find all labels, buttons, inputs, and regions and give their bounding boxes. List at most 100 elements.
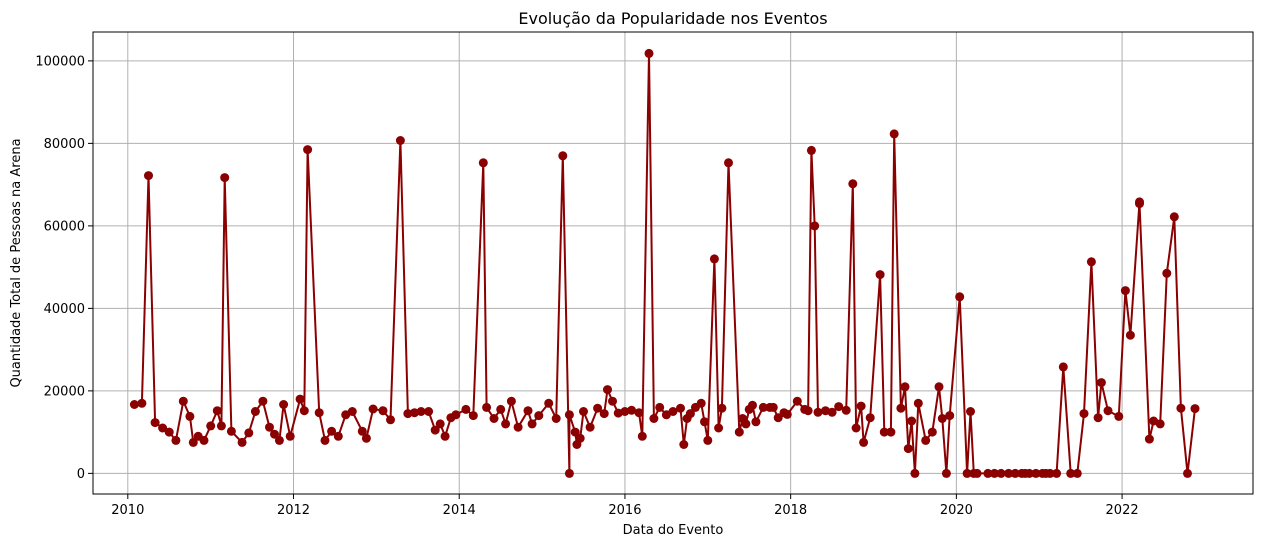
y-axis-ticks: 0 20000 40000 60000 80000 100000: [35, 54, 93, 482]
data-point: [703, 435, 713, 445]
data-point: [435, 419, 445, 429]
data-point: [608, 396, 617, 406]
data-point: [188, 437, 198, 447]
data-point: [279, 400, 289, 409]
data-point: [137, 398, 147, 408]
data-point: [599, 409, 609, 419]
data-point: [527, 419, 537, 429]
data-point: [834, 402, 844, 412]
data-point: [649, 414, 659, 423]
data-point: [451, 410, 461, 420]
data-point: [185, 411, 195, 421]
data-point: [564, 410, 574, 420]
x-tick-label: 2022: [1106, 503, 1139, 518]
data-point: [299, 406, 309, 416]
data-point: [416, 407, 426, 416]
data-point: [274, 435, 284, 445]
data-point: [506, 396, 516, 406]
data-point: [841, 405, 851, 415]
data-point: [782, 409, 792, 419]
data-point: [748, 400, 757, 410]
data-point: [927, 427, 937, 437]
data-point: [216, 421, 226, 431]
x-tick-label: 2014: [443, 503, 476, 518]
data-point: [551, 414, 561, 423]
data-point: [1031, 468, 1041, 478]
data-point: [1066, 468, 1076, 478]
data-point: [258, 396, 268, 406]
data-point: [164, 427, 174, 437]
data-point: [1190, 404, 1200, 414]
series-group: [129, 48, 1200, 478]
y-tick-label: 100000: [35, 54, 85, 69]
data-point: [523, 406, 533, 416]
data-point: [237, 437, 247, 447]
data-point: [603, 385, 612, 395]
data-point: [741, 419, 751, 429]
data-point: [679, 440, 689, 449]
data-point: [1114, 411, 1124, 421]
data-point: [907, 416, 917, 426]
data-point: [1183, 468, 1192, 478]
data-point: [941, 468, 951, 478]
data-point: [158, 423, 168, 433]
plot-frame: [92, 31, 1254, 495]
data-point: [1135, 199, 1144, 209]
x-tick-label: 2020: [940, 503, 973, 518]
data-point: [792, 396, 802, 406]
data-point: [921, 435, 931, 445]
data-point: [1169, 212, 1179, 222]
data-point: [758, 402, 768, 412]
data-point: [178, 396, 188, 406]
data-point: [655, 402, 665, 412]
data-point: [585, 422, 595, 432]
data-point: [1004, 468, 1014, 478]
data-point: [564, 468, 574, 478]
data-point: [333, 431, 343, 441]
data-point: [1052, 468, 1062, 478]
data-point: [709, 254, 719, 264]
x-tick-label: 2018: [774, 503, 807, 518]
data-point: [903, 444, 913, 454]
data-point: [171, 435, 181, 445]
data-point: [303, 145, 313, 155]
data-point: [1079, 409, 1089, 419]
data-point: [913, 398, 923, 408]
grid-lines: [93, 32, 1253, 494]
data-point: [889, 129, 899, 139]
data-point: [685, 409, 695, 419]
data-point: [1144, 434, 1154, 444]
data-point: [386, 415, 395, 425]
data-point: [244, 428, 254, 438]
data-point: [570, 427, 580, 437]
data-point: [220, 173, 230, 183]
data-point: [806, 145, 816, 155]
data-point: [896, 403, 906, 413]
data-point: [996, 468, 1006, 478]
data-point: [250, 407, 260, 416]
data-point: [579, 407, 588, 416]
data-point: [620, 407, 630, 416]
x-axis-ticks: 2010 2012 2014 2016 2018 2020 2022: [111, 494, 1139, 518]
data-point: [378, 406, 388, 416]
data-point: [327, 426, 337, 436]
data-point: [368, 404, 378, 414]
data-point: [513, 422, 523, 432]
data-point: [851, 423, 861, 433]
data-point: [478, 158, 488, 168]
y-tick-label: 20000: [44, 384, 85, 399]
data-point: [361, 433, 371, 443]
data-point: [637, 431, 647, 441]
data-point: [1176, 403, 1186, 413]
data-point: [945, 411, 955, 421]
data-point: [1096, 378, 1106, 388]
data-point: [150, 418, 160, 428]
data-point: [265, 422, 274, 432]
data-point: [768, 402, 778, 412]
data-point: [558, 151, 568, 161]
data-point: [966, 407, 975, 416]
data-point: [501, 419, 511, 429]
data-point: [440, 431, 450, 441]
x-axis-title: Data do Evento: [623, 523, 724, 538]
